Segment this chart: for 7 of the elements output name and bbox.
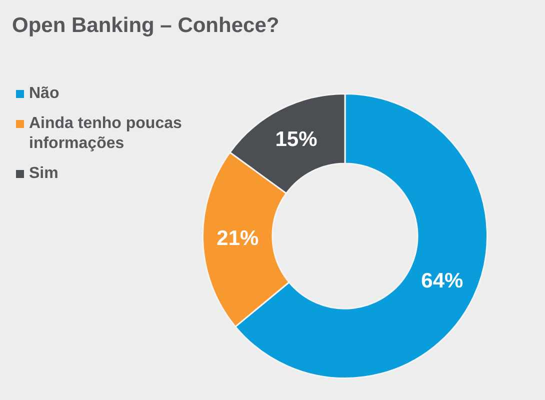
legend-label: Sim <box>29 165 58 182</box>
chart-title: Open Banking – Conhece? <box>12 14 280 38</box>
legend-label: Não <box>29 85 60 102</box>
data-label: 15% <box>275 128 318 152</box>
data-label: 21% <box>216 227 259 250</box>
data-label: 64% <box>421 270 464 293</box>
legend-label: Ainda tenho poucas informações <box>29 115 182 152</box>
